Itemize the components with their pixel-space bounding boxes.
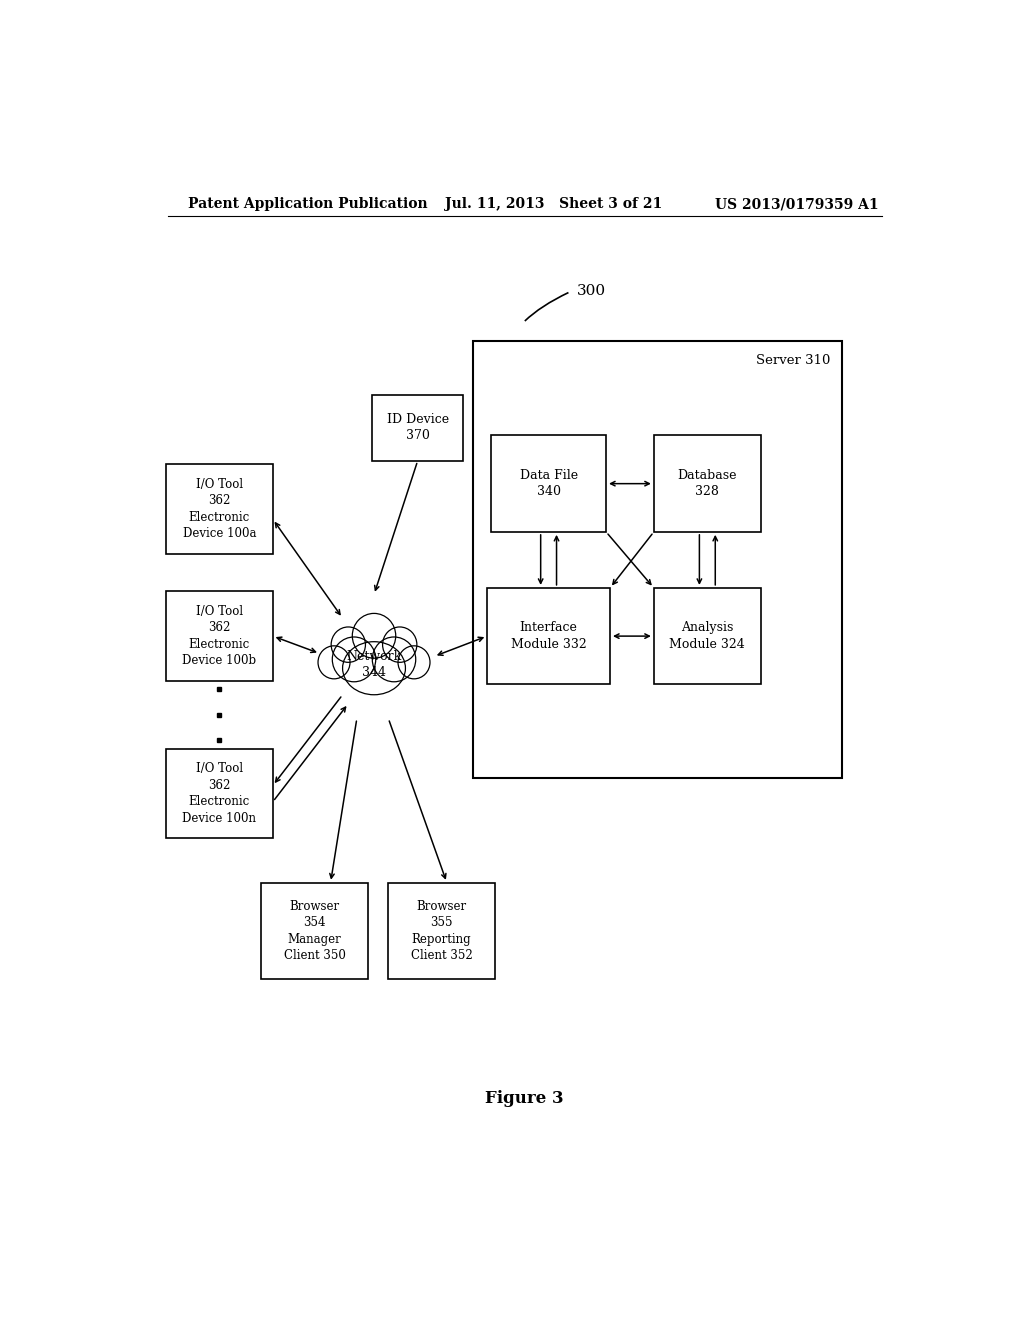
Text: Analysis
Module 324: Analysis Module 324 bbox=[670, 622, 745, 651]
Ellipse shape bbox=[383, 627, 417, 663]
Text: Browser
354
Manager
Client 350: Browser 354 Manager Client 350 bbox=[284, 900, 345, 962]
Ellipse shape bbox=[318, 645, 350, 678]
Bar bbox=[166, 591, 272, 681]
Ellipse shape bbox=[398, 645, 430, 678]
Text: 300: 300 bbox=[577, 284, 605, 297]
Ellipse shape bbox=[352, 614, 395, 659]
Bar bbox=[473, 342, 842, 779]
Text: US 2013/0179359 A1: US 2013/0179359 A1 bbox=[715, 197, 879, 211]
Text: I/O Tool
362
Electronic
Device 100n: I/O Tool 362 Electronic Device 100n bbox=[182, 763, 256, 825]
Ellipse shape bbox=[373, 638, 416, 682]
Bar bbox=[388, 883, 495, 979]
Ellipse shape bbox=[343, 642, 406, 694]
Text: Database
328: Database 328 bbox=[678, 469, 737, 499]
Text: ID Device
370: ID Device 370 bbox=[387, 413, 449, 442]
Bar bbox=[653, 436, 761, 532]
Text: Jul. 11, 2013   Sheet 3 of 21: Jul. 11, 2013 Sheet 3 of 21 bbox=[445, 197, 663, 211]
Text: I/O Tool
362
Electronic
Device 100b: I/O Tool 362 Electronic Device 100b bbox=[182, 605, 256, 668]
Bar bbox=[653, 587, 761, 684]
Ellipse shape bbox=[333, 638, 376, 682]
Bar bbox=[487, 587, 610, 684]
Bar bbox=[166, 465, 272, 554]
Bar bbox=[492, 436, 606, 532]
Text: Interface
Module 332: Interface Module 332 bbox=[511, 622, 587, 651]
Text: Network
344: Network 344 bbox=[346, 649, 401, 680]
Text: Data File
340: Data File 340 bbox=[519, 469, 578, 499]
Text: Server 310: Server 310 bbox=[756, 354, 830, 367]
Text: I/O Tool
362
Electronic
Device 100a: I/O Tool 362 Electronic Device 100a bbox=[182, 478, 256, 540]
Text: Figure 3: Figure 3 bbox=[485, 1090, 564, 1107]
Bar bbox=[372, 395, 463, 461]
Text: Browser
355
Reporting
Client 352: Browser 355 Reporting Client 352 bbox=[411, 900, 472, 962]
Text: Patent Application Publication: Patent Application Publication bbox=[187, 197, 427, 211]
Bar bbox=[166, 748, 272, 838]
Bar bbox=[261, 883, 368, 979]
Ellipse shape bbox=[331, 627, 366, 663]
